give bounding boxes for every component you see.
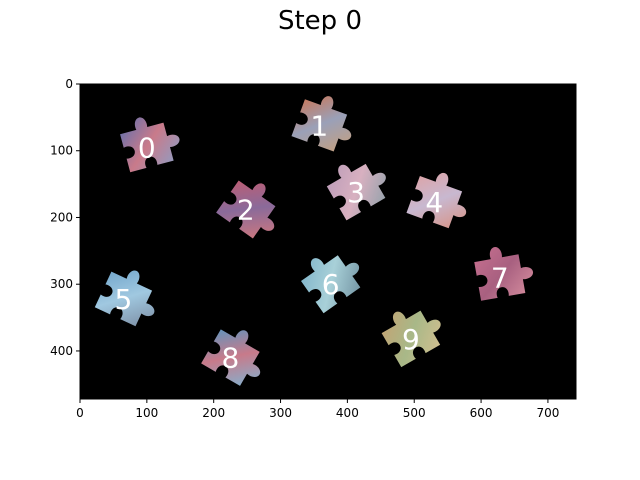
- figure-title: Step 0: [277, 6, 362, 36]
- y-tick-label: 0: [65, 77, 73, 91]
- piece-number-label: 0: [138, 131, 156, 164]
- y-tick-label: 200: [50, 210, 73, 224]
- x-tick-label: 300: [269, 406, 292, 420]
- piece-number-label: 7: [491, 262, 509, 295]
- x-tick-label: 600: [470, 406, 493, 420]
- piece-number-label: 3: [347, 176, 365, 209]
- piece-number-label: 8: [221, 342, 239, 375]
- piece-number-label: 6: [322, 268, 340, 301]
- y-tick-label: 300: [50, 277, 73, 291]
- x-tick-label: 400: [336, 406, 359, 420]
- y-tick-label: 100: [50, 144, 73, 158]
- x-tick-label: 700: [536, 406, 559, 420]
- piece-number-label: 1: [310, 109, 328, 142]
- piece-number-label: 9: [402, 323, 420, 356]
- x-tick-label: 100: [135, 406, 158, 420]
- x-tick-label: 200: [202, 406, 225, 420]
- x-tick-label: 0: [76, 406, 84, 420]
- y-tick-label: 400: [50, 344, 73, 358]
- piece-number-label: 5: [115, 283, 133, 316]
- x-tick-label: 500: [403, 406, 426, 420]
- axes-frame: [79, 83, 577, 400]
- piece-number-label: 2: [237, 193, 255, 226]
- piece-number-label: 4: [425, 186, 443, 219]
